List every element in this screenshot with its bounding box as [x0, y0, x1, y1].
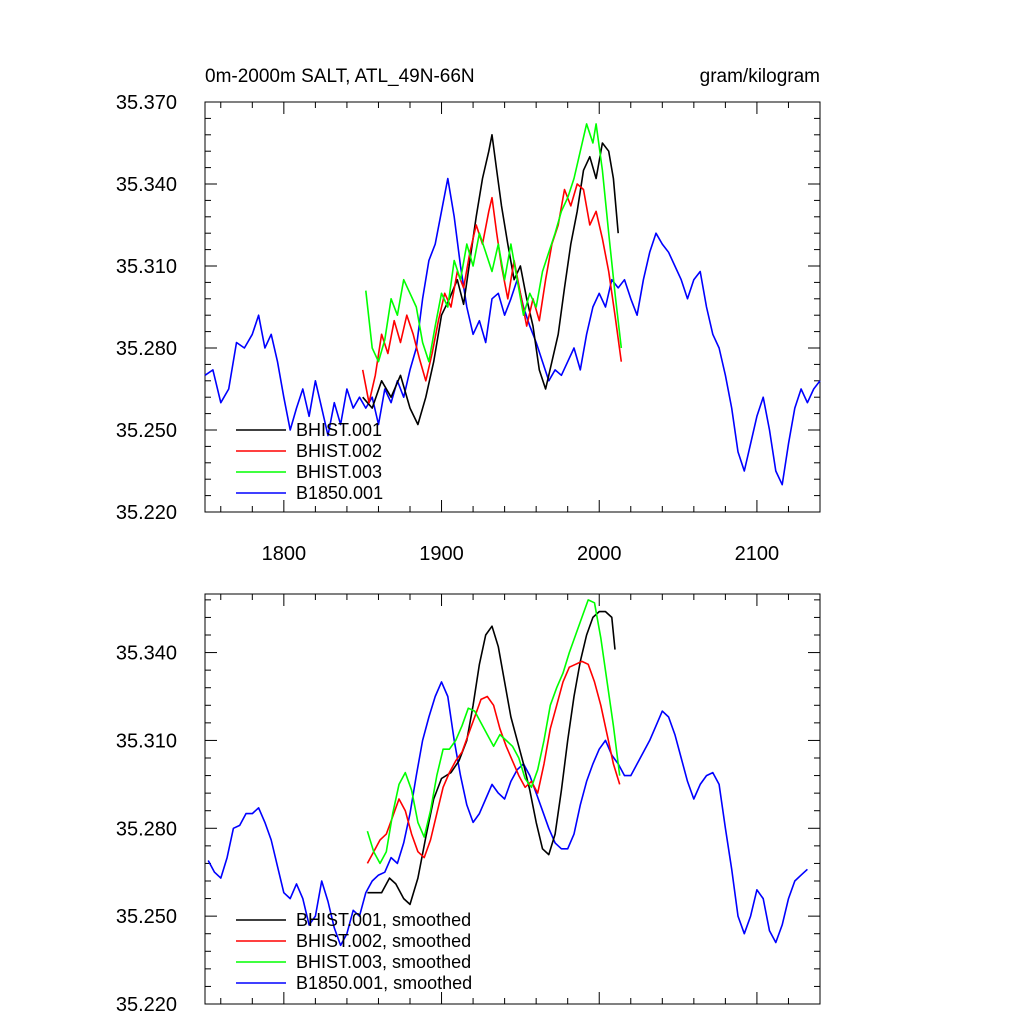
chart-title: 0m-2000m SALT, ATL_49N-66N: [205, 66, 475, 87]
y-tick-label: 35.310: [116, 730, 177, 752]
y-tick-label: 35.220: [116, 502, 177, 524]
y-tick-label: 35.340: [116, 174, 177, 196]
y-tick-label: 35.280: [116, 338, 177, 360]
y-tick-label: 35.250: [116, 420, 177, 442]
legend-label: BHIST.002, smoothed: [296, 931, 471, 951]
legend-label: B1850.001, smoothed: [296, 973, 472, 993]
legend-label: BHIST.003: [296, 462, 382, 482]
x-tick-label: 1900: [419, 543, 464, 565]
legend-label: BHIST.001, smoothed: [296, 910, 471, 930]
plot-frame: [204, 101, 821, 513]
series-line-bhist-002: [361, 183, 623, 404]
legend-label: BHIST.001: [296, 420, 382, 440]
units-label: gram/kilogram: [700, 66, 820, 87]
legend-label: BHIST.003, smoothed: [296, 952, 471, 972]
x-tick-label: 2100: [735, 543, 780, 565]
series-line-bhist-002-smoothed: [366, 660, 621, 864]
y-tick-label: 35.370: [116, 92, 177, 114]
panel-bottom: 35.220 35.250 35.280 35.310 35.340 BHIST.001,…: [116, 593, 821, 1016]
series-line-bhist-001-smoothed: [367, 610, 616, 906]
plot-frame: [204, 593, 821, 1005]
x-tick-label: 2000: [577, 543, 622, 565]
x-tick-label: 1800: [262, 543, 307, 565]
series-line-b1850-001-smoothed: [207, 681, 808, 947]
y-tick-label: 35.250: [116, 906, 177, 928]
y-tick-label: 35.340: [116, 643, 177, 665]
y-tick-label: 35.280: [116, 818, 177, 840]
y-tick-label: 35.220: [116, 994, 177, 1016]
legend-label: B1850.001: [296, 483, 383, 503]
series-line-bhist-001: [362, 134, 619, 426]
legend-label: BHIST.002: [296, 441, 382, 461]
series-line-bhist-003: [365, 123, 623, 363]
y-tick-label: 35.310: [116, 256, 177, 278]
panel-top: 0m-2000m SALT, ATL_49N-66N gram/kilogram 3…: [116, 66, 821, 565]
series-line-bhist-003-smoothed: [366, 599, 621, 865]
